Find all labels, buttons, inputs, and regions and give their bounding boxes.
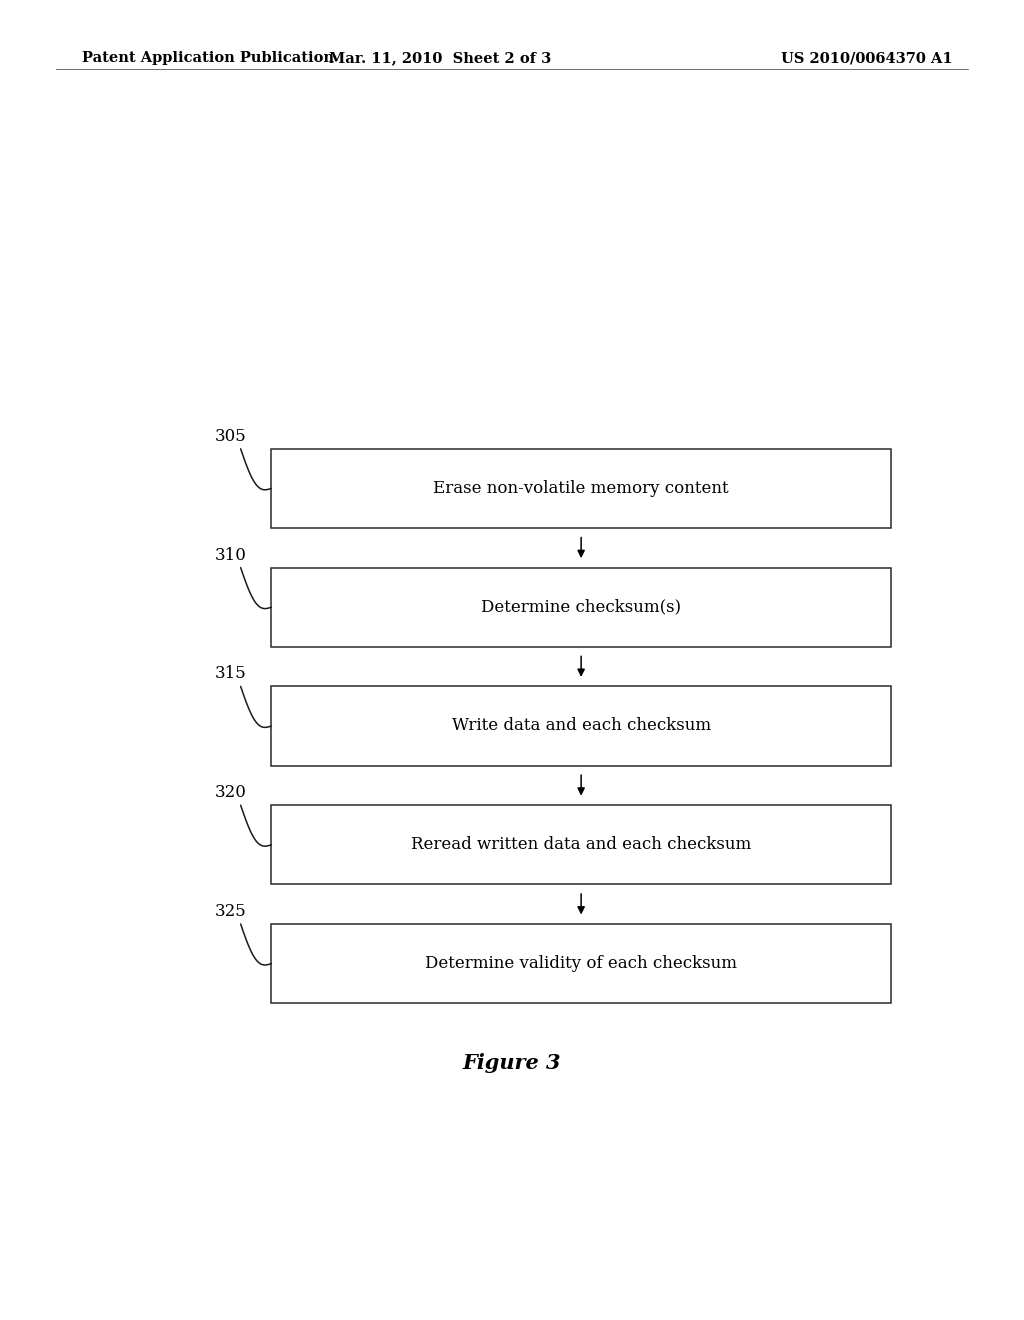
Text: 305: 305 [215,428,247,445]
Text: Mar. 11, 2010  Sheet 2 of 3: Mar. 11, 2010 Sheet 2 of 3 [329,51,552,65]
Text: Determine checksum(s): Determine checksum(s) [481,599,681,615]
Text: 320: 320 [215,784,247,801]
Text: 310: 310 [215,546,247,564]
Text: Patent Application Publication: Patent Application Publication [82,51,334,65]
Bar [271,568,891,647]
Bar [271,686,891,766]
Bar [271,449,891,528]
Text: Figure 3: Figure 3 [463,1052,561,1073]
Bar [271,805,891,884]
Text: Determine validity of each checksum: Determine validity of each checksum [425,956,737,972]
Text: 325: 325 [215,903,247,920]
Text: Write data and each checksum: Write data and each checksum [452,718,711,734]
Text: 315: 315 [215,665,247,682]
Bar [271,924,891,1003]
Text: Erase non-volatile memory content: Erase non-volatile memory content [433,480,729,496]
Text: Reread written data and each checksum: Reread written data and each checksum [411,837,752,853]
Text: US 2010/0064370 A1: US 2010/0064370 A1 [780,51,952,65]
